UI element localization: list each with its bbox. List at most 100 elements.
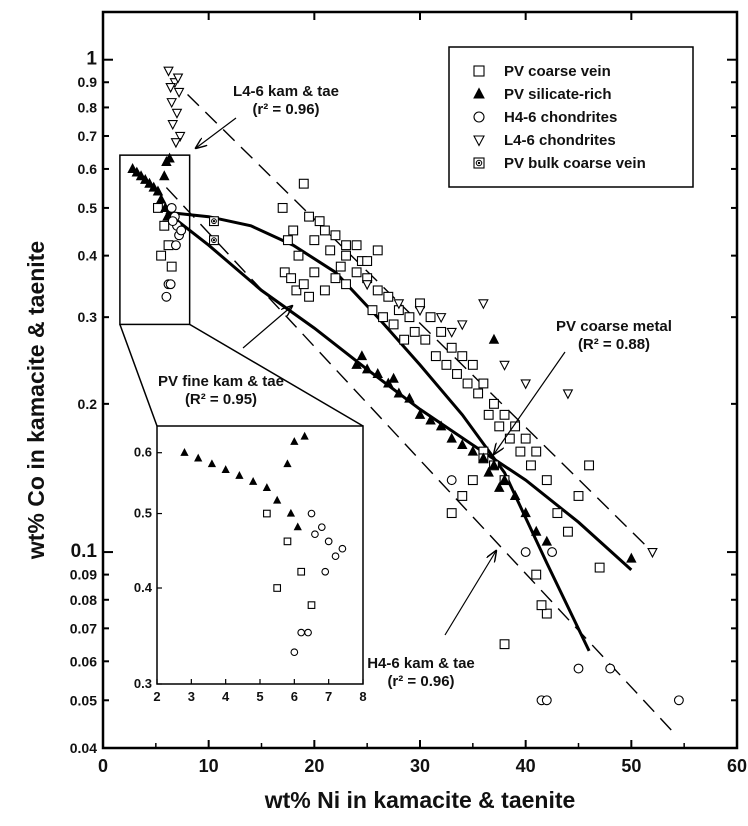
legend-label: PV silicate-rich <box>504 86 612 103</box>
legend-marker <box>473 87 485 99</box>
triangle-marker <box>404 392 415 403</box>
legend-label: PV bulk coarse vein <box>504 155 646 172</box>
inset-data-point <box>263 509 271 518</box>
annotation-text: (r² = 0.96) <box>252 101 319 118</box>
data-point <box>467 359 478 370</box>
data-point <box>298 279 309 290</box>
data-point <box>140 173 151 184</box>
y-tick-label: 0.2 <box>78 396 98 412</box>
data-point <box>457 491 468 501</box>
data-point <box>488 333 500 344</box>
triangle-marker <box>531 525 542 536</box>
data-point <box>531 525 542 536</box>
square-marker <box>409 326 420 337</box>
triangle-marker <box>520 379 531 390</box>
triangle-marker <box>456 320 468 331</box>
data-point <box>367 305 378 316</box>
square-marker <box>499 639 510 650</box>
data-point <box>499 639 510 650</box>
data-point <box>325 245 336 256</box>
zoom-connector <box>189 323 364 427</box>
triangle-marker <box>163 66 174 77</box>
square-marker <box>330 273 341 284</box>
square-marker <box>351 267 362 278</box>
y-tick-label: 0.07 <box>70 620 97 636</box>
triangle-marker <box>499 474 510 485</box>
data-point <box>525 460 536 471</box>
series-l4-6-chondrites <box>163 66 658 559</box>
inset-data-point <box>273 584 282 592</box>
data-point <box>155 193 167 204</box>
square-marker <box>531 446 542 457</box>
inset-data-point <box>283 459 292 468</box>
triangle-marker <box>361 280 373 291</box>
square-marker <box>446 508 457 519</box>
circle-marker <box>176 225 187 236</box>
series-pv-silicate-rich <box>127 152 637 563</box>
zoom-connector <box>119 324 158 427</box>
triangle-marker <box>127 163 138 173</box>
data-point <box>291 285 302 296</box>
square-marker <box>372 285 383 296</box>
data-point <box>309 267 320 278</box>
square-marker <box>562 526 573 537</box>
triangle-marker <box>435 313 447 324</box>
inset-frame <box>156 425 364 685</box>
inset-data-point <box>317 523 326 532</box>
triangle-marker <box>235 471 244 479</box>
square-marker <box>420 334 431 345</box>
data-point <box>282 235 293 246</box>
data-point <box>176 225 187 236</box>
data-point <box>309 235 320 246</box>
square-marker <box>446 342 457 353</box>
triangle-marker <box>221 465 230 473</box>
circle-marker <box>317 523 326 532</box>
triangle-marker <box>144 177 155 188</box>
data-point <box>135 170 147 181</box>
annotation-text: PV coarse metal <box>556 318 672 335</box>
triangle-marker <box>483 466 494 477</box>
data-point <box>166 98 177 109</box>
data-point <box>404 392 415 403</box>
inset-data-point <box>286 508 296 517</box>
square-marker <box>457 351 468 362</box>
data-point <box>605 663 616 674</box>
triangle-marker <box>361 363 373 374</box>
triangle-marker <box>152 185 164 196</box>
data-point <box>166 202 177 213</box>
triangle-marker <box>207 459 217 468</box>
square-marker <box>552 508 563 519</box>
data-point <box>547 547 558 558</box>
data-point <box>288 225 299 236</box>
square-marker <box>293 250 304 261</box>
triangle-marker <box>473 87 485 99</box>
annotations: L4-6 kam & tae(r² = 0.96)PV fine kam & t… <box>158 83 672 690</box>
x-tick-label: 50 <box>621 756 641 776</box>
square-marker <box>341 279 351 290</box>
triangle-marker <box>273 495 282 504</box>
triangle-marker <box>180 448 189 456</box>
inset-x-tick-label: 3 <box>188 689 195 704</box>
y-tick-label: 0.9 <box>78 74 98 90</box>
y-axis-label: wt% Co in kamacite & taenite <box>23 241 49 560</box>
data-point <box>404 312 415 323</box>
triangle-marker <box>626 552 637 563</box>
inset-data-point <box>300 431 309 440</box>
inner-circle <box>211 237 217 244</box>
inset-data-point <box>207 459 217 468</box>
data-point <box>314 216 325 227</box>
data-point <box>446 342 457 353</box>
triangle-marker <box>167 120 179 131</box>
circle-marker <box>573 663 584 674</box>
circle-marker <box>165 279 176 290</box>
data-point <box>304 291 314 302</box>
zoom-box <box>119 154 191 326</box>
inset-x-tick-label: 2 <box>153 689 160 704</box>
inset-y-tick-label: 0.5 <box>134 506 152 521</box>
annotation-arrow <box>444 551 496 636</box>
data-point <box>573 491 584 501</box>
data-point <box>520 433 531 444</box>
data-point <box>330 273 341 284</box>
data-point <box>163 66 174 77</box>
data-point <box>499 360 510 371</box>
